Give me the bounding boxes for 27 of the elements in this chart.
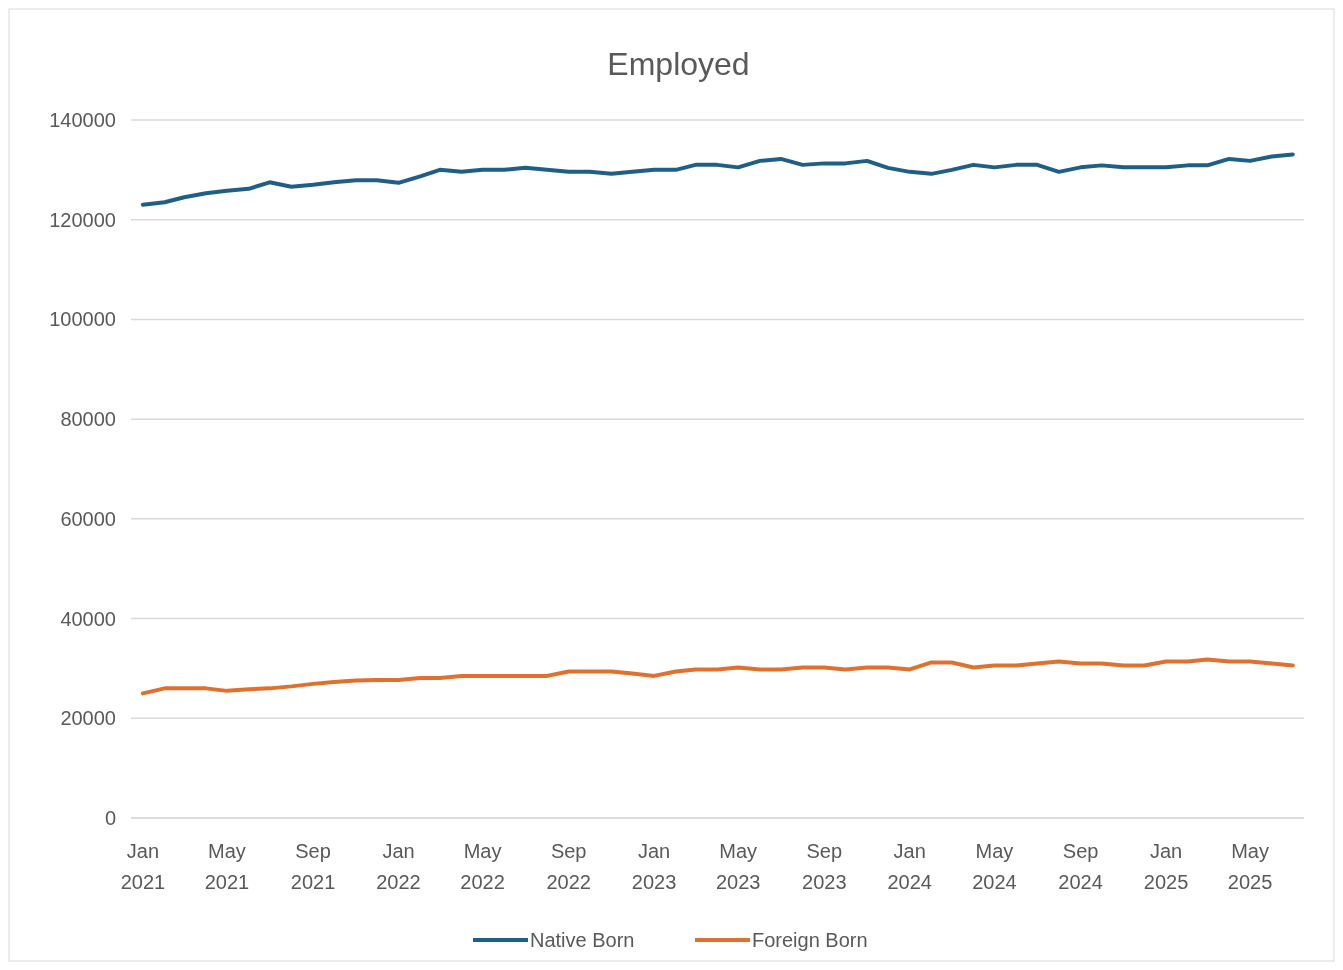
legend-label: Foreign Born <box>752 929 868 951</box>
x-tick-label: May 2022 <box>460 840 505 893</box>
x-tick-label: Sep 2024 <box>1058 840 1103 893</box>
y-tick-label: 0 <box>104 807 116 829</box>
x-tick-label: Sep 2023 <box>802 840 847 893</box>
x-tick-label: Sep 2022 <box>546 840 591 893</box>
x-tick-label: May 2025 <box>1227 840 1273 893</box>
y-tick-label: 20000 <box>60 707 116 730</box>
line-series <box>140 152 1295 207</box>
y-tick-label: 120000 <box>49 208 116 231</box>
x-tick-label: May 2021 <box>204 840 250 893</box>
x-tick-label: Jan 2024 <box>887 840 932 893</box>
x-tick-label: Sep 2021 <box>290 840 336 893</box>
y-tick-label: 40000 <box>60 607 116 630</box>
x-tick-label: Jan 2021 <box>120 840 166 893</box>
legend-label: Native Born <box>530 929 635 951</box>
x-tick-label: Jan 2022 <box>376 840 421 893</box>
x-tick-label: May 2024 <box>972 840 1017 893</box>
y-tick-label: 140000 <box>49 109 116 131</box>
y-tick-label: 80000 <box>60 408 116 431</box>
y-tick-label: 100000 <box>49 308 116 331</box>
x-tick-label: Jan 2025 <box>1143 840 1189 893</box>
x-tick-label: May 2023 <box>715 840 761 893</box>
x-tick-label: Jan 2023 <box>631 840 677 893</box>
line-series <box>140 657 1295 696</box>
chart-title: Employed <box>607 46 750 82</box>
y-tick-label: 60000 <box>60 507 116 530</box>
